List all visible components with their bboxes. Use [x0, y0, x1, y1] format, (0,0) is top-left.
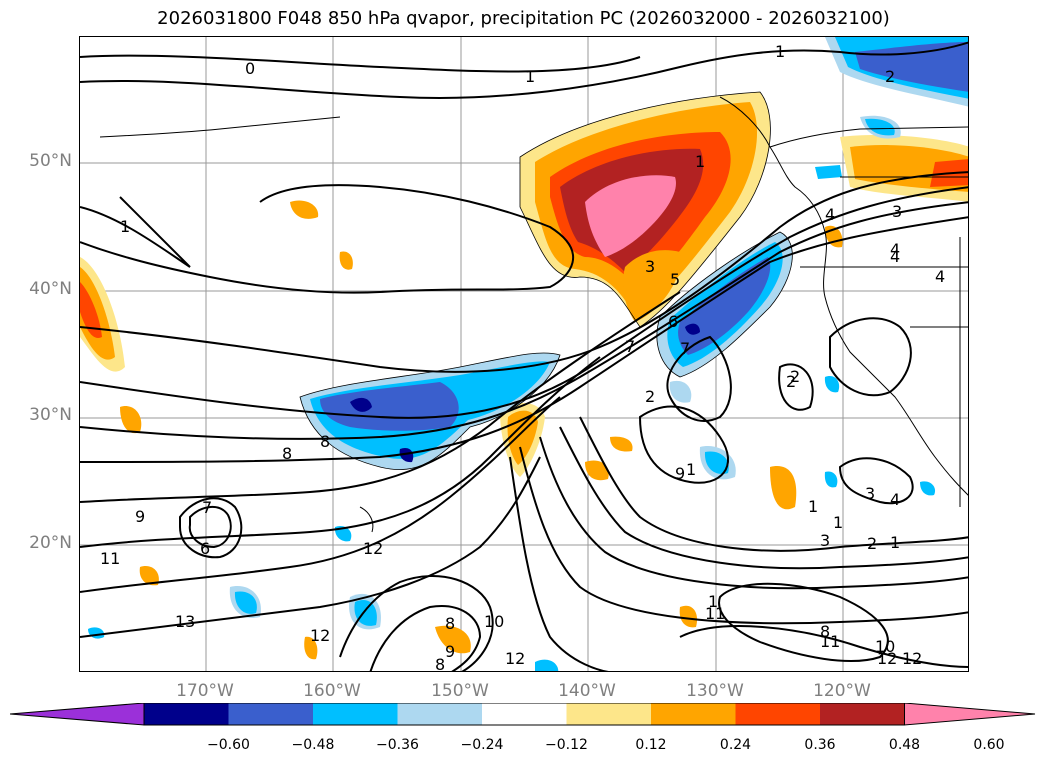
coastlines — [99, 96, 968, 533]
colorbar-tick-label: −0.36 — [376, 737, 419, 753]
contour-label: 12 — [363, 539, 383, 558]
colorbar-segment — [144, 703, 229, 725]
contour-label: 9 — [675, 464, 685, 483]
contour-label: 2 — [645, 387, 655, 406]
contour-label: 6 — [200, 539, 210, 558]
colorbar — [10, 703, 1036, 726]
contour-label: 12 — [877, 649, 897, 668]
lat-label-50n: 50°N — [29, 151, 72, 171]
colorbar-tick-label: 0.48 — [888, 737, 921, 753]
lon-label-130w: 130°W — [686, 681, 744, 701]
contour-label: 7 — [202, 498, 212, 517]
colorbar-extend-low — [10, 703, 145, 726]
contour-label: 1 — [708, 592, 718, 611]
lon-label-120w: 120°W — [813, 681, 871, 701]
contour-label: 11 — [705, 604, 725, 623]
lat-label-40n: 40°N — [29, 279, 72, 299]
contour-label: 8 — [435, 655, 445, 672]
contour-label: 11 — [100, 549, 120, 568]
contour-label: 1 — [890, 533, 900, 552]
contour-label: 1 — [775, 42, 785, 61]
contour-label: 5 — [670, 270, 680, 289]
contour-label: 3 — [645, 257, 655, 276]
contour-label: 8 — [320, 432, 330, 451]
contour-label: 4 — [890, 490, 900, 509]
contour-label: 1 — [120, 217, 130, 236]
contour-label: 12 — [902, 649, 922, 668]
contour-label: 7 — [680, 339, 690, 358]
lat-label-20n: 20°N — [29, 533, 72, 553]
map-title: 2026031800 F048 850 hPa qvapor, precipit… — [157, 8, 890, 29]
colorbar-tick-label: 0.12 — [635, 737, 667, 753]
contour-label: 10 — [875, 637, 895, 656]
contour-label: 8 — [820, 622, 830, 641]
colorbar-segment — [651, 703, 736, 725]
colorbar-tick-label: 0.60 — [973, 737, 1005, 753]
contour-label: 2 — [786, 372, 796, 391]
colorbar-tick-label: −0.12 — [545, 737, 588, 753]
lon-label-150w: 150°W — [431, 681, 489, 701]
lon-label-160w: 160°W — [303, 681, 361, 701]
lon-label-170w: 170°W — [176, 681, 234, 701]
contour-label: 6 — [668, 312, 678, 331]
contour-label: 1 — [808, 497, 818, 516]
contour-label: 4 — [825, 205, 835, 224]
contour-label: 2 — [885, 67, 895, 86]
contour-label: 12 — [310, 626, 330, 645]
lon-label-140w: 140°W — [558, 681, 616, 701]
precip-outlines — [299, 91, 793, 470]
colorbar-segment — [228, 703, 313, 725]
contour-label: 1 — [695, 152, 705, 171]
contour-label: 8 — [445, 614, 455, 633]
contour-label: 7 — [625, 337, 635, 356]
contour-label: 1 — [833, 513, 843, 532]
contour-label: 1 — [686, 460, 696, 479]
colorbar-segment — [482, 703, 567, 725]
contour-label: 2 — [790, 367, 800, 386]
contour-label: 8 — [282, 444, 292, 463]
colorbar-tick-label: 0.24 — [719, 737, 752, 753]
contour-label: 12 — [505, 649, 525, 668]
contour-label: 4 — [890, 247, 900, 266]
colorbar-tick-label: −0.24 — [460, 737, 504, 753]
contour-label: 13 — [175, 612, 195, 631]
colorbar-segment — [397, 703, 482, 725]
colorbar-segment — [735, 703, 820, 725]
colorbar-tick-label: −0.60 — [207, 737, 250, 753]
contour-label: 4 — [935, 267, 945, 286]
colorbar-segment — [566, 703, 651, 725]
contour-label: 0 — [245, 59, 255, 78]
contour-label: 10 — [484, 612, 504, 631]
colorbar-segment — [820, 703, 905, 725]
colorbar-segment — [313, 703, 398, 725]
lat-label-30n: 30°N — [29, 405, 72, 425]
contour-lines — [80, 41, 968, 671]
colorbar-tick-label: 0.36 — [804, 737, 836, 753]
contour-label: 4 — [890, 240, 900, 259]
contour-label: 9 — [445, 642, 455, 661]
contour-label: 9 — [135, 507, 145, 526]
colorbar-tick-label: −0.48 — [291, 737, 335, 753]
map-panel: 0 1 1 1 1 2 3 3 4 4 4 5 6 7 8 8 9 2 7 1 2 2 3 4 1 1 2 1 3 1 6 7 8 9 10 11 13… — [79, 36, 969, 672]
contour-label: 11 — [820, 632, 840, 651]
contour-label: 1 — [525, 67, 535, 86]
contour-label: 3 — [820, 531, 830, 550]
colorbar-extend-high — [904, 703, 1036, 726]
contour-label: 3 — [865, 484, 875, 503]
contour-label: 2 — [867, 534, 877, 553]
contour-label: 3 — [892, 202, 902, 221]
